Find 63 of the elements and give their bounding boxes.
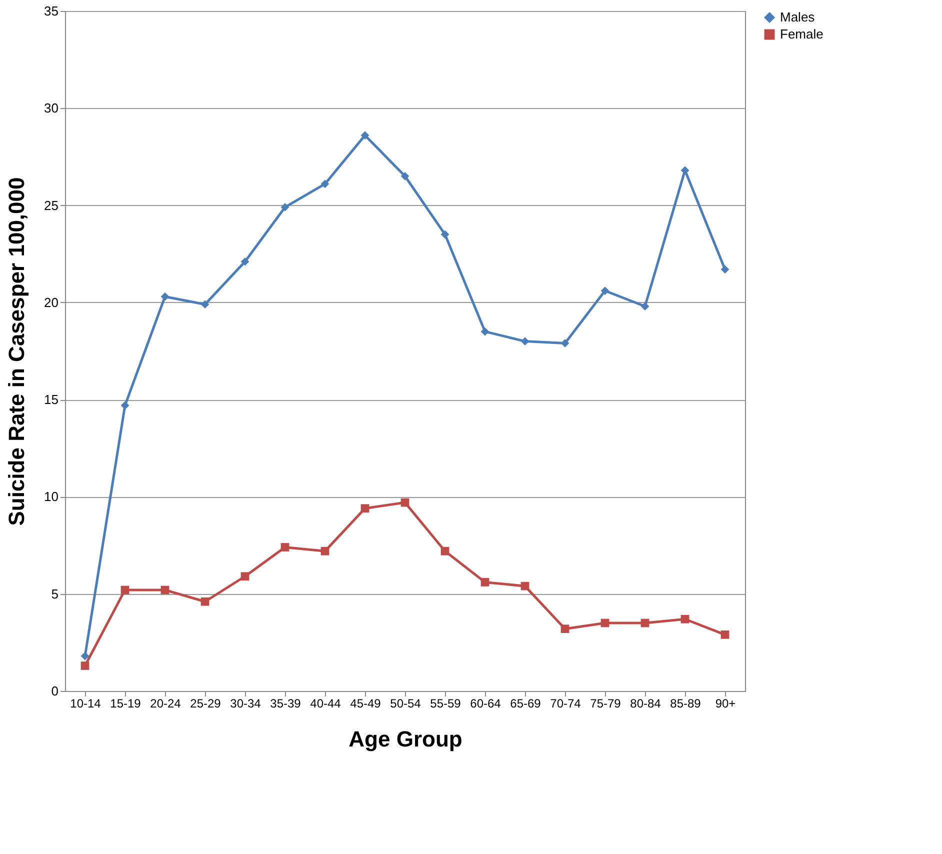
x-tick-label: 40-44 (310, 696, 342, 710)
point (560, 339, 570, 348)
point (200, 300, 210, 309)
y-axis-title: Suicide Rate in Casesper 100,000 (4, 177, 30, 526)
x-tick-label: 20-24 (150, 696, 182, 710)
y-tick-label: 15 (44, 392, 58, 408)
point (440, 546, 450, 556)
x-axis-title: Age Group (348, 726, 462, 752)
point (520, 582, 530, 590)
point (360, 504, 370, 513)
point (640, 618, 650, 628)
x-tick-label: 45-49 (350, 696, 382, 710)
x-tick-label: 85-89 (670, 696, 702, 710)
x-tick-label: 60-64 (470, 696, 502, 710)
point (280, 543, 290, 552)
y-tick-label: 5 (51, 586, 58, 602)
point (120, 401, 130, 410)
x-tick-label: 35-39 (270, 696, 302, 710)
point (520, 337, 530, 346)
y-tick-label: 35 (44, 4, 58, 18)
x-tick-label: 70-74 (550, 696, 582, 710)
x-tick-label: 90+ (715, 696, 736, 710)
point (120, 586, 130, 594)
point (640, 302, 650, 310)
legend-label: Males (780, 10, 816, 24)
x-tick-label: 80-84 (630, 696, 662, 710)
point (80, 662, 90, 670)
x-tick-label: 55-59 (430, 696, 462, 710)
point (480, 327, 490, 336)
point (320, 546, 330, 556)
point (560, 624, 570, 634)
point (240, 572, 250, 581)
point (600, 286, 610, 295)
point (320, 180, 330, 188)
point (280, 203, 290, 212)
x-tick-label: 10-14 (70, 696, 102, 710)
point (360, 131, 370, 140)
x-tick-label: 15-19 (110, 696, 142, 710)
legend-label: Female (780, 26, 824, 42)
point (160, 586, 170, 594)
x-tick-label: 25-29 (190, 696, 222, 710)
point (680, 614, 690, 624)
point (160, 292, 170, 301)
point (720, 265, 730, 274)
point (600, 618, 610, 628)
x-tick-label: 75-79 (590, 696, 622, 710)
y-tick-label: 20 (44, 294, 58, 310)
y-tick-label: 30 (44, 100, 58, 116)
y-tick-label: 10 (44, 489, 58, 504)
point (680, 166, 690, 174)
point (400, 498, 410, 507)
x-tick-label: 30-34 (230, 696, 262, 710)
x-tick-label: 50-54 (390, 696, 422, 710)
point (80, 652, 90, 660)
point (240, 257, 250, 266)
x-tick-label: 65-69 (510, 696, 542, 710)
point (400, 172, 410, 180)
y-tick-label: 0 (51, 684, 58, 698)
point (720, 630, 730, 639)
point (480, 578, 490, 586)
y-tick-label: 25 (44, 198, 58, 213)
point (440, 230, 450, 239)
point (200, 597, 210, 606)
